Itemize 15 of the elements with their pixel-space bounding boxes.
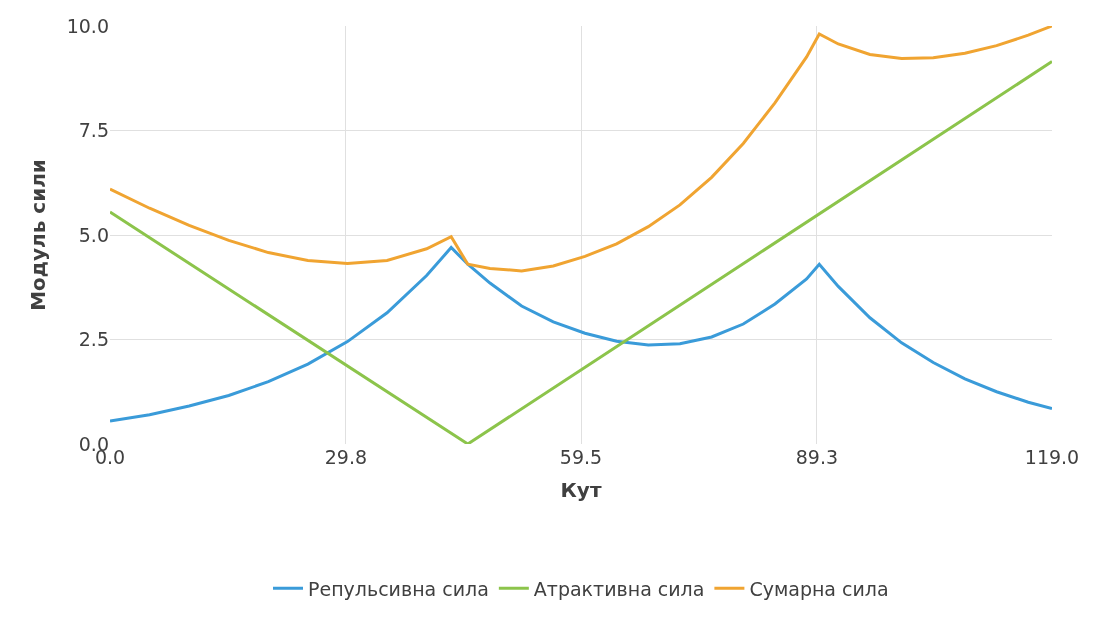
line-series — [110, 246, 1052, 423]
y-axis-title: Модуль сили — [26, 159, 51, 311]
y-tick-label: 5.0 — [78, 223, 109, 246]
x-tick-label: 59.5 — [559, 446, 603, 468]
y-tick-label: 2.5 — [78, 328, 109, 351]
x-tick-label: 89.3 — [795, 446, 839, 468]
legend-label: Атрактивна сила — [533, 577, 705, 600]
legend-label: Репульсивна сила — [308, 577, 489, 600]
legend-label: Сумарна сила — [749, 577, 889, 600]
line-series — [110, 26, 1052, 273]
x-tick-label: 119.0 — [1024, 446, 1080, 468]
x-axis-title: Кут — [560, 477, 602, 502]
y-tick-label: 10.0 — [66, 14, 109, 37]
y-tick-label: 7.5 — [78, 119, 109, 142]
x-tick-label: 29.8 — [324, 446, 368, 468]
